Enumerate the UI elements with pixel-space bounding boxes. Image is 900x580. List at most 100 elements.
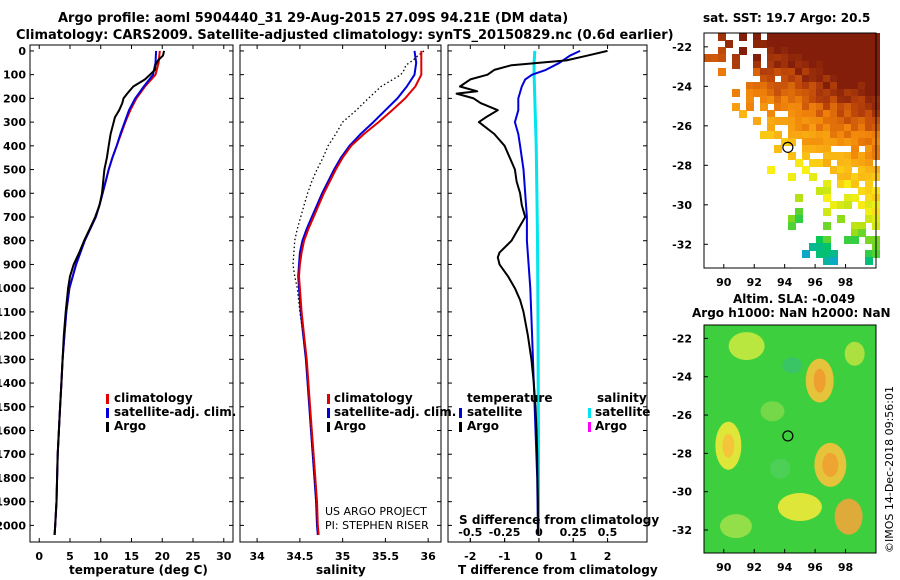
- plot-frame-1: [29, 44, 234, 543]
- sst-cell: [844, 82, 852, 90]
- sst-cell: [767, 131, 775, 139]
- sst-cell: [774, 33, 782, 41]
- x-tick-label: 15: [124, 550, 139, 563]
- sst-cell: [788, 138, 796, 146]
- sst-cell: [816, 117, 824, 125]
- sst-cell: [823, 159, 831, 167]
- sst-cell: [865, 96, 873, 104]
- sst-cell: [802, 250, 810, 258]
- sst-cell: [816, 131, 824, 139]
- temperature-axis-label: temperature (deg C): [69, 563, 208, 577]
- sla-blob: [728, 332, 765, 361]
- sla-map-frame: [703, 324, 877, 554]
- sst-cell: [774, 40, 782, 48]
- sst-cell: [732, 89, 740, 97]
- sst-cell: [795, 110, 803, 118]
- sst-cell: [844, 110, 852, 118]
- sst-cell: [781, 61, 789, 69]
- sst-cell: [795, 96, 803, 104]
- sst-cell: [858, 68, 866, 76]
- salinity-axis-label: salinity: [316, 563, 366, 577]
- depth-tick-label: 0: [18, 45, 26, 58]
- sst-cell: [767, 40, 775, 48]
- sst-cell: [823, 222, 831, 230]
- sst-cell: [823, 117, 831, 125]
- sst-cell: [837, 54, 845, 62]
- x-tick-label: 20: [155, 550, 171, 563]
- map-lon-label: 96: [807, 276, 823, 289]
- sst-cell: [844, 47, 852, 55]
- sst-cell: [809, 96, 817, 104]
- sst-cell: [774, 145, 782, 153]
- sst-cell: [851, 54, 859, 62]
- depth-tick-label: 1600: [0, 425, 26, 438]
- sst-cell: [774, 54, 782, 62]
- sst-cell: [732, 54, 740, 62]
- x-tick-label: 34.5: [286, 550, 313, 563]
- sst-cell: [823, 96, 831, 104]
- sst-cell: [858, 103, 866, 111]
- x-tick-label: -1: [498, 550, 510, 563]
- sst-cell: [802, 117, 810, 125]
- sst-cell: [795, 82, 803, 90]
- sst-cell: [816, 89, 824, 97]
- sst-cell: [816, 40, 824, 48]
- legend-mark-temp: [106, 422, 109, 432]
- map-lat-label: -22: [672, 332, 692, 345]
- sst-cell: [809, 68, 817, 76]
- sst-cell: [830, 117, 838, 125]
- x-tick-label: 1: [569, 550, 577, 563]
- sst-cell: [774, 68, 782, 76]
- map-lat-label: -28: [672, 447, 692, 460]
- sst-cell: [802, 75, 810, 83]
- sla-blob: [719, 514, 752, 539]
- sst-cell: [795, 89, 803, 97]
- sst-cell: [816, 159, 824, 167]
- sst-cell: [837, 215, 845, 223]
- legend-mark-sal: [327, 422, 330, 432]
- sst-cell: [858, 173, 866, 181]
- legend-temp-satellite: satellite-adj. clim.: [114, 405, 237, 419]
- sst-cell: [795, 124, 803, 132]
- t-difference-axis-label: T difference from climatology: [458, 563, 658, 577]
- sla-blob: [844, 341, 865, 366]
- x-tick-label: -0.25: [489, 526, 521, 539]
- sst-cell: [739, 47, 747, 55]
- depth-tick-label: 700: [3, 211, 26, 224]
- sst-cell: [802, 47, 810, 55]
- sst-cell: [809, 145, 817, 153]
- sst-cell: [823, 180, 831, 188]
- sst-cell: [844, 40, 852, 48]
- sst-cell: [788, 117, 796, 125]
- sst-cell: [830, 96, 838, 104]
- sst-cell: [858, 222, 866, 230]
- sst-cell: [795, 131, 803, 139]
- sst-cell: [809, 173, 817, 181]
- sst-cell: [767, 110, 775, 118]
- sst-cell: [830, 138, 838, 146]
- x-tick-label: 0.5: [598, 526, 618, 539]
- depth-tick-label: 1800: [0, 472, 26, 485]
- sst-cell: [837, 117, 845, 125]
- sst-cell: [865, 47, 873, 55]
- sst-cell: [844, 61, 852, 69]
- sst-cell: [837, 68, 845, 76]
- depth-tick-label: 1300: [0, 353, 26, 366]
- sst-cell: [704, 54, 712, 62]
- map-lat-label: -22: [672, 41, 692, 54]
- sst-cell: [865, 159, 873, 167]
- sla-blob: [782, 357, 803, 374]
- sst-cell: [865, 75, 873, 83]
- sst-cell: [809, 131, 817, 139]
- sst-cell: [865, 33, 873, 41]
- sst-cell: [725, 40, 733, 48]
- sst-cell: [851, 68, 859, 76]
- sst-cell: [718, 47, 726, 55]
- sst-cell: [837, 173, 845, 181]
- sst-cell: [851, 82, 859, 90]
- sst-cell: [858, 187, 866, 195]
- sst-cell: [823, 82, 831, 90]
- plot-frame-2: [239, 44, 442, 543]
- sst-cell: [753, 54, 761, 62]
- sst-cell: [802, 152, 810, 160]
